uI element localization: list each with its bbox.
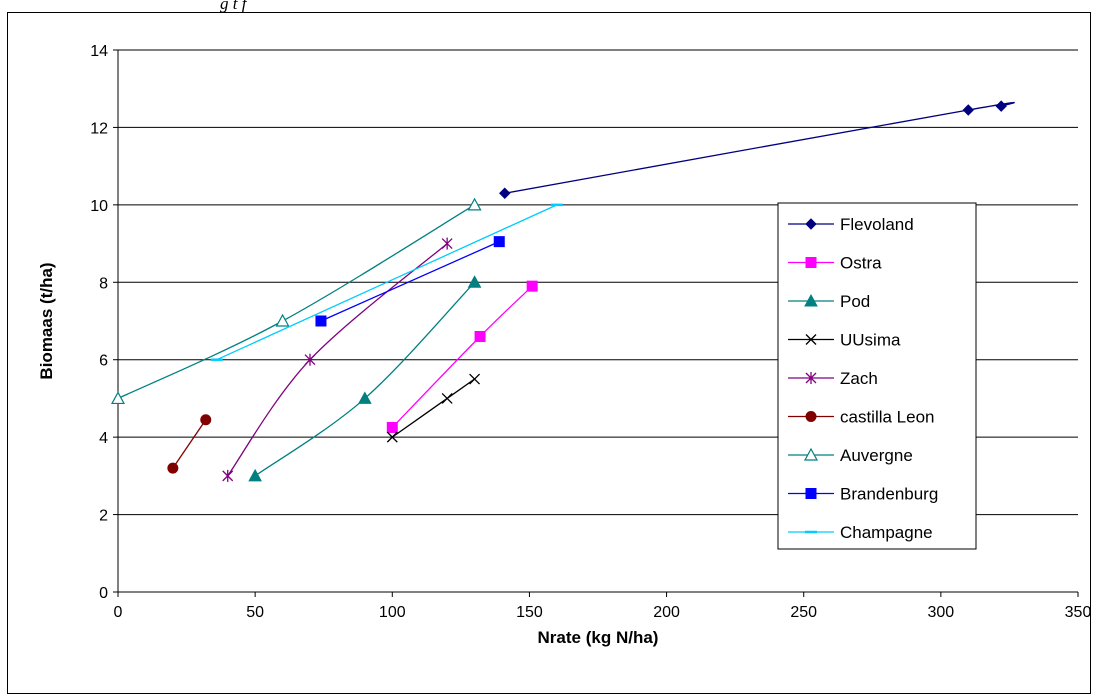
legend-label-castilla-leon: castilla Leon — [840, 408, 935, 427]
series-line-uusima — [391, 378, 475, 438]
series-brandenburg — [315, 236, 505, 327]
legend-entry-zach: Zach — [788, 369, 878, 388]
series-layer — [110, 100, 1015, 482]
legend-entry-uusima: UUsima — [788, 331, 901, 350]
series-castilla-leon — [167, 414, 212, 474]
series-line-flevoland — [504, 101, 1015, 194]
legend-label-auvergne: Auvergne — [840, 446, 913, 465]
data-point-zach — [304, 353, 316, 366]
legend-entry-brandenburg: Brandenburg — [788, 485, 938, 504]
x-tick-label: 300 — [928, 604, 955, 621]
series-line-auvergne — [117, 204, 475, 400]
legend-marker-zach — [805, 372, 817, 384]
series-line-brandenburg — [320, 241, 500, 322]
x-tick-label: 250 — [790, 604, 817, 621]
data-point-castilla-leon — [200, 414, 212, 426]
legend-label-ostra: Ostra — [840, 254, 882, 273]
y-tick-label: 2 — [99, 508, 108, 525]
data-point-zach — [441, 237, 453, 250]
legend-entry-auvergne: Auvergne — [788, 446, 913, 465]
x-tick-label: 150 — [516, 604, 543, 621]
data-point-uusima — [441, 392, 453, 404]
x-tick-label: 100 — [379, 604, 406, 621]
x-tick-label: 0 — [114, 604, 123, 621]
series-auvergne — [110, 197, 482, 405]
data-point-uusima — [469, 373, 481, 385]
y-tick-label: 4 — [99, 430, 108, 447]
legend-marker-brandenburg — [805, 488, 817, 499]
legend-marker-castilla-leon — [805, 411, 817, 422]
x-tick-label: 50 — [246, 604, 264, 621]
y-tick-label: 0 — [99, 585, 108, 602]
x-tick-label: 350 — [1065, 604, 1092, 621]
legend-label-champagne: Champagne — [840, 523, 933, 542]
data-point-zach — [222, 469, 234, 482]
data-point-auvergne — [275, 313, 290, 327]
data-point-auvergne — [110, 391, 126, 405]
top-caption: g t f — [220, 0, 247, 13]
legend-marker-pod — [804, 293, 818, 307]
legend-entry-castilla-leon: castilla Leon — [788, 408, 935, 427]
y-tick-label: 8 — [99, 275, 108, 292]
series-line-champagne — [216, 204, 558, 361]
data-point-brandenburg — [315, 315, 327, 327]
data-point-brandenburg — [493, 236, 505, 248]
legend-entry-champagne: Champagne — [788, 523, 933, 542]
x-tick-label: 200 — [653, 604, 680, 621]
data-point-ostra — [526, 280, 538, 292]
data-point-flevoland — [995, 100, 1007, 112]
legend-label-pod: Pod — [840, 292, 870, 311]
y-tick-label: 12 — [90, 120, 108, 137]
y-axis-title: Biomaas (t/ha) — [37, 262, 56, 379]
legend-layer: Flevoland Ostra Pod UUsima Zach castilla Leon… — [777, 202, 977, 550]
series-line-ostra — [391, 285, 533, 428]
y-tick-label: 14 — [90, 43, 108, 60]
series-line-pod — [254, 281, 476, 477]
series-champagne — [210, 203, 563, 361]
series-pod — [248, 275, 482, 482]
series-line-castilla-leon — [172, 419, 207, 469]
data-point-ostra — [474, 330, 486, 342]
legend-label-uusima: UUsima — [840, 331, 901, 350]
y-tick-label: 6 — [99, 353, 108, 370]
legend-entry-flevoland: Flevoland — [788, 215, 914, 234]
legend-marker-uusima — [805, 334, 817, 345]
legend-marker-ostra — [805, 257, 817, 268]
data-point-auvergne — [467, 197, 482, 211]
data-point-flevoland — [499, 187, 511, 199]
data-point-flevoland — [962, 104, 974, 116]
legend-entry-pod: Pod — [788, 292, 870, 311]
data-point-uusima — [386, 431, 398, 443]
x-axis-title: Nrate (kg N/ha) — [538, 628, 659, 647]
data-point-ostra — [386, 421, 398, 433]
legend-entry-ostra: Ostra — [788, 254, 882, 273]
legend-label-brandenburg: Brandenburg — [840, 485, 938, 504]
legend-marker-flevoland — [805, 218, 817, 230]
series-ostra — [386, 280, 538, 433]
legend-label-zach: Zach — [840, 369, 878, 388]
data-point-castilla-leon — [167, 462, 179, 474]
series-uusima — [386, 373, 481, 443]
data-point-pod — [467, 275, 482, 288]
legend-marker-auvergne — [803, 447, 819, 461]
series-flevoland — [499, 100, 1015, 199]
legend-label-flevoland: Flevoland — [840, 215, 914, 234]
data-point-pod — [358, 391, 372, 404]
data-point-pod — [248, 468, 262, 482]
y-tick-label: 10 — [90, 198, 108, 215]
axis-layer: 0 2 4 6 8 10 12 14 0 50 100 150 200 250 300 350 — [90, 43, 1091, 621]
